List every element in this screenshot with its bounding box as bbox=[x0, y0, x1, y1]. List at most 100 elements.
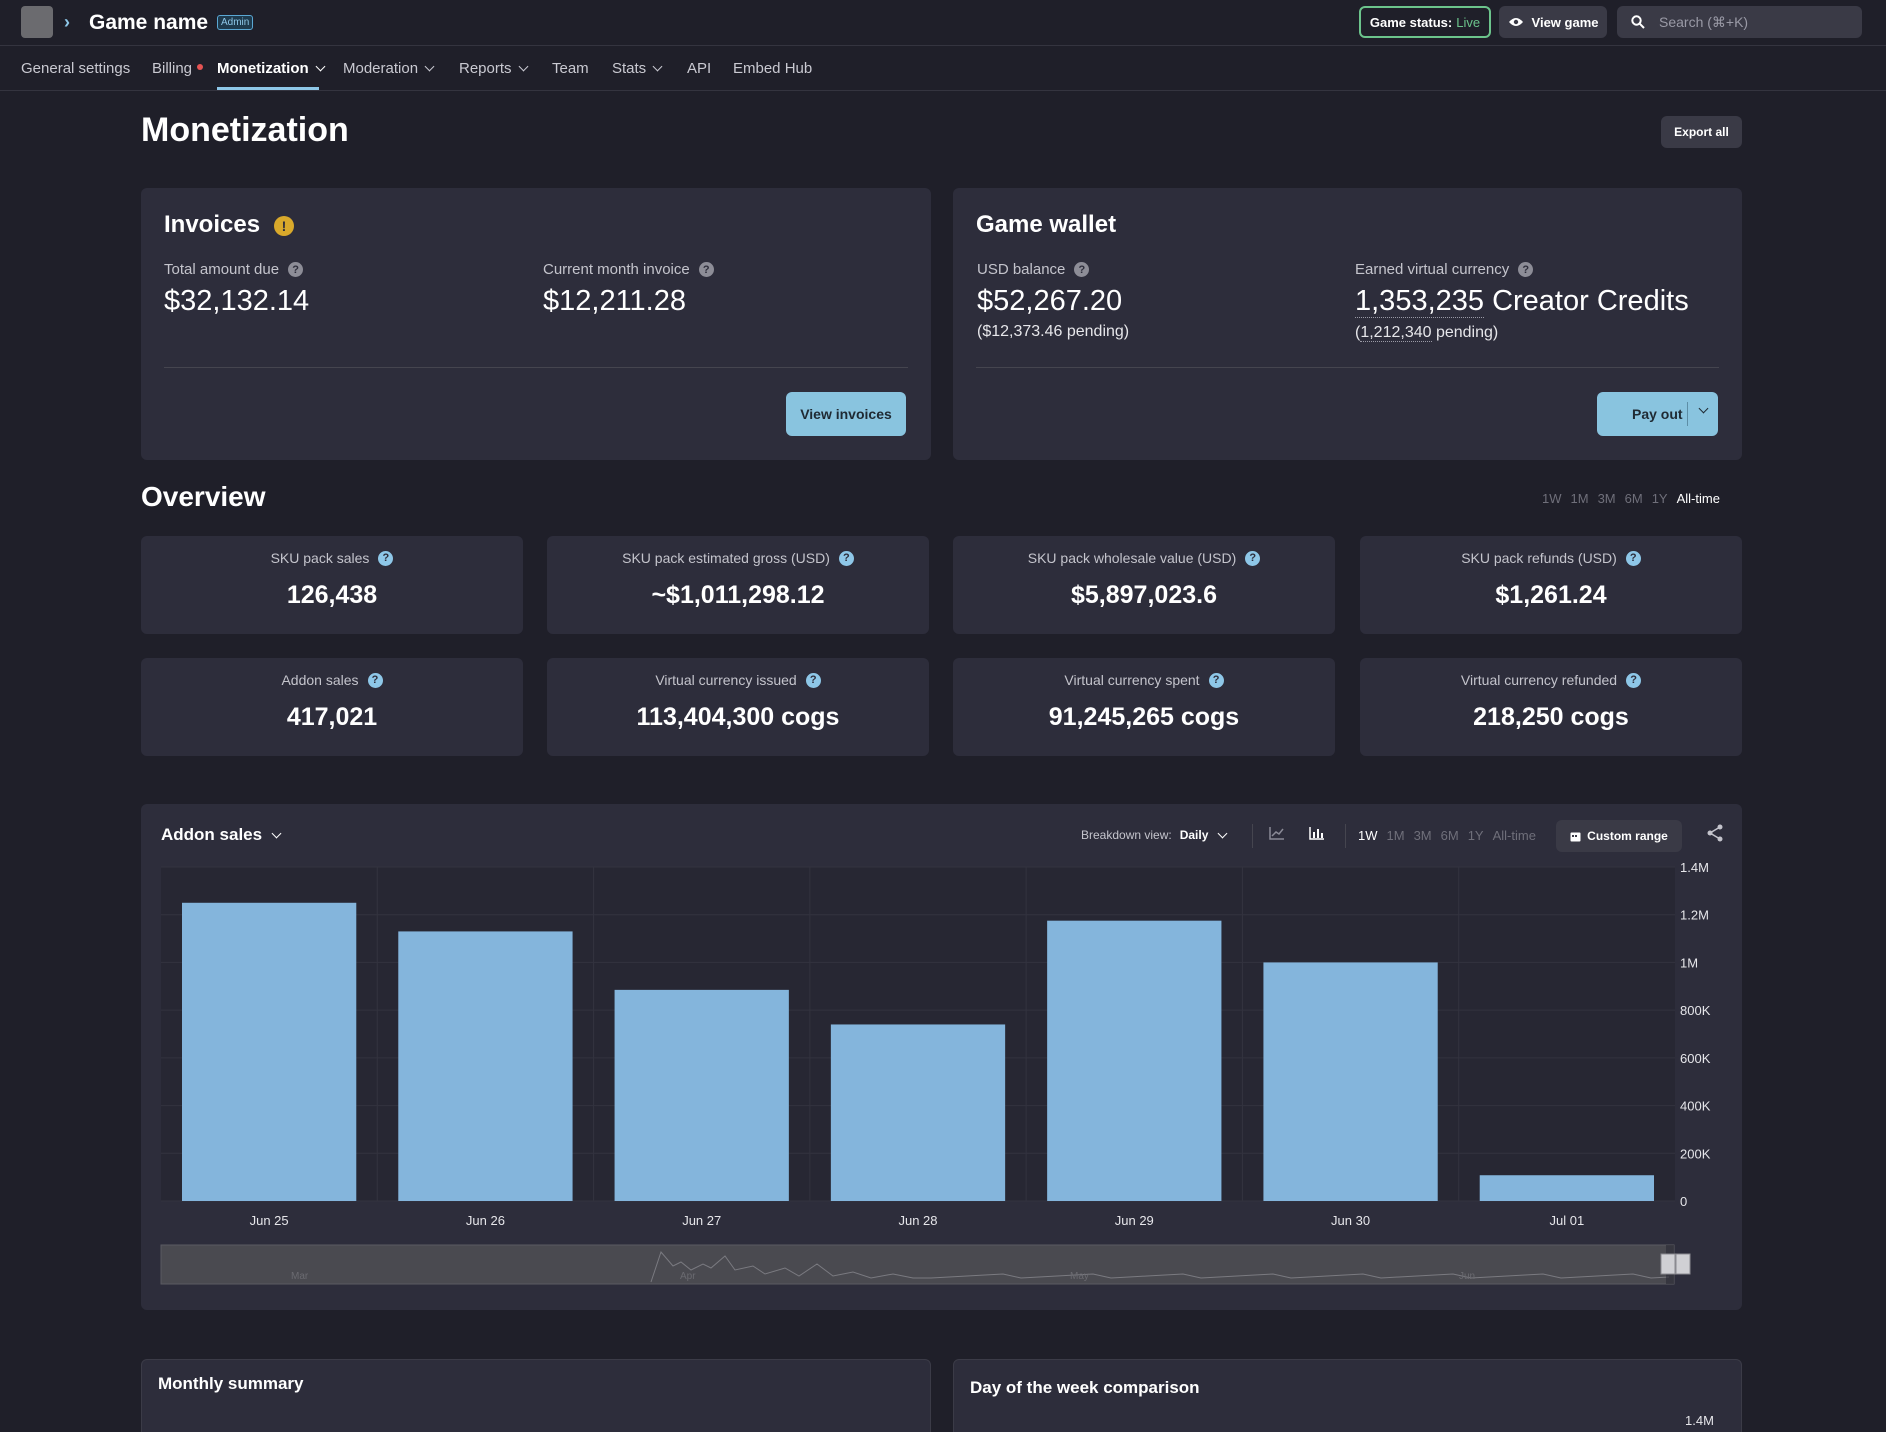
label-text: Virtual currency refunded bbox=[1460, 672, 1618, 688]
search-box[interactable] bbox=[1617, 6, 1862, 38]
navigator-label: May bbox=[1070, 1271, 1089, 1282]
label-text: Earned virtual currency bbox=[1355, 261, 1510, 278]
bar[interactable] bbox=[614, 989, 789, 1201]
y-tick-label: 1.4M bbox=[1680, 860, 1709, 875]
game-thumbnail[interactable] bbox=[21, 6, 53, 38]
range-all-time[interactable]: All-time bbox=[1492, 828, 1536, 843]
tab-label: Embed Hub bbox=[733, 60, 813, 77]
tab-team[interactable]: Team bbox=[552, 60, 589, 77]
y-tick-label: 200K bbox=[1680, 1146, 1711, 1161]
export-all-button[interactable]: Export all bbox=[1661, 116, 1742, 148]
line-chart-icon bbox=[1269, 827, 1284, 840]
view-game-button[interactable]: View game bbox=[1499, 6, 1607, 38]
stat-card: SKU pack refunds (USD)? $1,261.24 bbox=[1360, 536, 1742, 634]
total-amount-due-label: Total amount due? bbox=[164, 261, 304, 278]
chevron-down-icon bbox=[424, 61, 435, 72]
bar-chart-icon bbox=[1309, 827, 1324, 840]
search-input[interactable] bbox=[1659, 14, 1849, 30]
tab-monetization[interactable]: Monetization bbox=[217, 60, 326, 77]
label-text: Total amount due bbox=[164, 261, 280, 278]
bar[interactable] bbox=[182, 902, 357, 1201]
time-navigator[interactable]: Mar Apr May Jun bbox=[141, 804, 1742, 1310]
bar[interactable] bbox=[398, 931, 573, 1201]
range-1y[interactable]: 1Y bbox=[1651, 491, 1668, 506]
range-1y[interactable]: 1Y bbox=[1467, 828, 1484, 843]
range-6m[interactable]: 6M bbox=[1440, 828, 1459, 843]
navigator-left-handle[interactable] bbox=[1660, 1253, 1676, 1275]
vc-pending-amount[interactable]: 1,212,340 bbox=[1360, 324, 1432, 342]
range-3m[interactable]: 3M bbox=[1597, 491, 1616, 506]
breakdown-select[interactable]: Daily bbox=[1179, 828, 1209, 842]
help-icon[interactable]: ? bbox=[1208, 672, 1224, 688]
navigator-label: Mar bbox=[291, 1271, 309, 1282]
day-of-week-title: Day of the week comparison bbox=[970, 1378, 1200, 1397]
monthly-summary-card: Monthly summary bbox=[141, 1359, 931, 1432]
game-name[interactable]: Game name bbox=[89, 11, 209, 34]
y-tick-label: 1.2M bbox=[1680, 908, 1709, 923]
help-icon[interactable]: ? bbox=[1074, 262, 1090, 277]
tab-label: Billing bbox=[152, 60, 193, 77]
navigator-right-handle[interactable] bbox=[1675, 1253, 1691, 1275]
tab-api[interactable]: API bbox=[687, 60, 711, 77]
invoices-title: Invoices bbox=[164, 211, 261, 238]
pay-out-button[interactable]: Pay out bbox=[1597, 392, 1718, 436]
bar-chart-toggle[interactable] bbox=[1309, 826, 1325, 843]
range-1w[interactable]: 1W bbox=[1358, 828, 1378, 843]
range-3m[interactable]: 3M bbox=[1413, 828, 1432, 843]
share-icon bbox=[1707, 824, 1723, 842]
earned-virtual-currency-value: 1,353,235 Creator Credits bbox=[1355, 285, 1689, 318]
help-icon[interactable]: ? bbox=[1626, 672, 1642, 688]
invoices-card: Invoices ! Total amount due? $32,132.14 … bbox=[141, 188, 931, 460]
stat-card: SKU pack estimated gross (USD)? ~$1,011,2… bbox=[547, 536, 929, 634]
tab-reports[interactable]: Reports bbox=[459, 60, 528, 77]
label-text: SKU pack refunds (USD) bbox=[1461, 550, 1617, 566]
tab-general-settings[interactable]: General settings bbox=[21, 60, 130, 77]
range-6m[interactable]: 6M bbox=[1624, 491, 1643, 506]
navigator-label: Apr bbox=[680, 1271, 696, 1282]
help-icon[interactable]: ? bbox=[1518, 262, 1534, 277]
chevron-down-icon[interactable] bbox=[1217, 828, 1228, 838]
range-1w[interactable]: 1W bbox=[1542, 491, 1562, 506]
help-icon[interactable]: ? bbox=[367, 672, 383, 688]
bar[interactable] bbox=[1047, 920, 1222, 1201]
tab-billing[interactable]: Billing bbox=[152, 60, 204, 77]
bar[interactable] bbox=[1263, 962, 1438, 1201]
breakdown-label: Breakdown view: bbox=[1081, 828, 1172, 842]
chevron-down-icon[interactable] bbox=[1698, 403, 1709, 414]
help-icon[interactable]: ? bbox=[698, 262, 714, 277]
page-title: Monetization bbox=[141, 111, 349, 149]
tab-label: Team bbox=[552, 60, 589, 77]
vc-amount[interactable]: 1,353,235 bbox=[1355, 285, 1485, 318]
current-month-invoice-value: $12,211.28 bbox=[543, 285, 686, 317]
range-1m[interactable]: 1M bbox=[1386, 828, 1405, 843]
help-icon[interactable]: ? bbox=[1625, 550, 1641, 566]
tab-stats[interactable]: Stats bbox=[612, 60, 663, 77]
help-icon[interactable]: ? bbox=[288, 262, 304, 277]
help-icon[interactable]: ? bbox=[805, 672, 821, 688]
stat-label: Virtual currency spent? bbox=[953, 672, 1335, 688]
share-button[interactable] bbox=[1707, 824, 1723, 847]
bar[interactable] bbox=[1479, 1175, 1654, 1201]
x-tick-label: Jun 26 bbox=[466, 1213, 505, 1228]
split-divider bbox=[1687, 402, 1688, 426]
tab-moderation[interactable]: Moderation bbox=[343, 60, 435, 77]
help-icon[interactable]: ? bbox=[838, 550, 854, 566]
navigator-selection[interactable] bbox=[1666, 1245, 1674, 1284]
pay-out-label: Pay out bbox=[1632, 406, 1683, 422]
metric-selector[interactable]: Addon sales bbox=[161, 825, 282, 845]
y-tick-label: 1.4M bbox=[1685, 1413, 1714, 1428]
help-icon[interactable]: ? bbox=[378, 550, 394, 566]
range-all-time[interactable]: All-time bbox=[1676, 491, 1720, 506]
view-invoices-button[interactable]: View invoices bbox=[786, 392, 906, 436]
bar[interactable] bbox=[830, 1024, 1006, 1201]
label-text: SKU pack sales bbox=[270, 550, 370, 566]
tab-embed-hub[interactable]: Embed Hub bbox=[733, 60, 812, 77]
game-status-button[interactable]: Game status: Live bbox=[1359, 6, 1491, 38]
stat-label: Virtual currency refunded? bbox=[1360, 672, 1742, 688]
line-chart-toggle[interactable] bbox=[1269, 826, 1285, 843]
help-icon[interactable]: ? bbox=[1245, 550, 1261, 566]
x-tick-label: Jun 25 bbox=[250, 1213, 289, 1228]
stat-card: Virtual currency issued? 113,404,300 cogs bbox=[547, 658, 929, 756]
custom-range-button[interactable]: Custom range bbox=[1556, 820, 1682, 852]
range-1m[interactable]: 1M bbox=[1570, 491, 1589, 506]
